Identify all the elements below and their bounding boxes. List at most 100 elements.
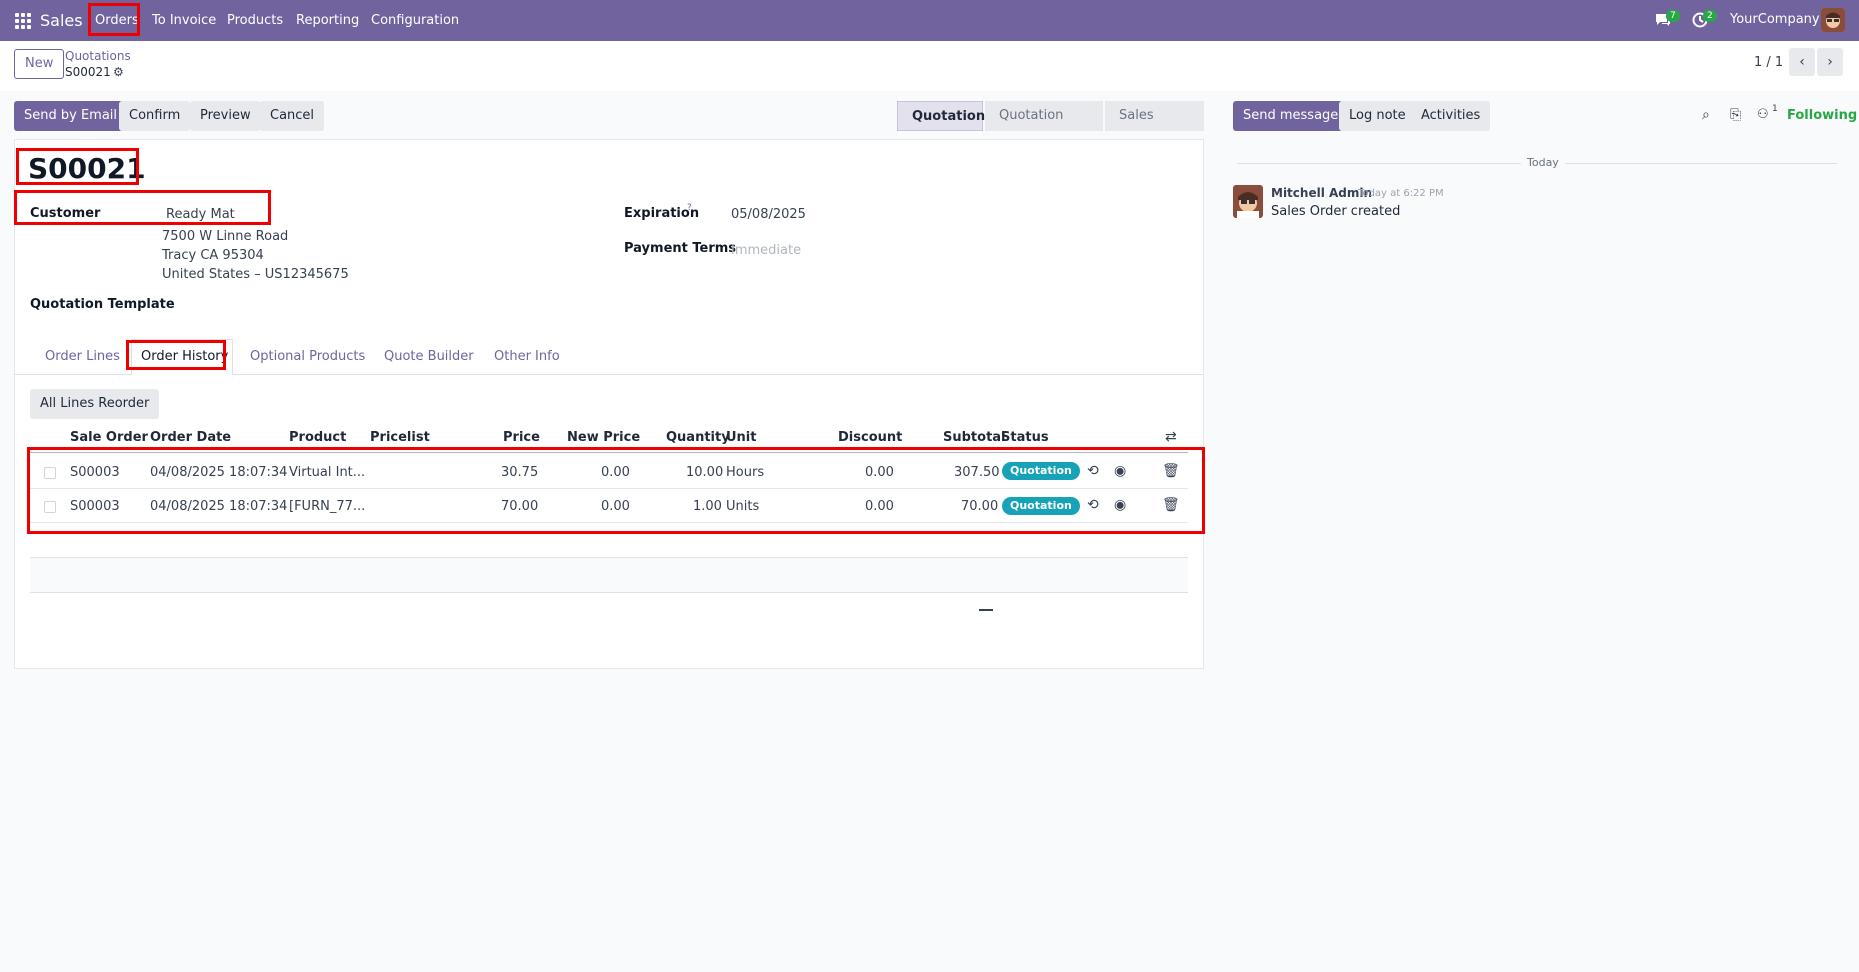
table-row[interactable]: [30, 489, 1188, 523]
row-checkbox[interactable]: [44, 501, 56, 513]
cell-quantity: 10.00: [686, 465, 724, 480]
order-name: S00021: [28, 152, 146, 185]
cell-product: Virtual Int...: [289, 465, 366, 480]
payment-terms-field[interactable]: Immediate: [731, 243, 802, 258]
footer-dash: [979, 609, 993, 611]
address-line-3: United States – US12345675: [162, 267, 349, 282]
optional-columns-icon[interactable]: ⇄: [1165, 429, 1177, 445]
view-icon[interactable]: ◉: [1114, 463, 1127, 479]
tab-other-info[interactable]: Other Info: [494, 349, 560, 364]
followers-count: 1: [1772, 104, 1778, 114]
cell-discount: 0.00: [865, 465, 894, 480]
status-step-sales-order[interactable]: Sales Order: [1105, 101, 1204, 153]
delete-icon[interactable]: 🗑: [1162, 463, 1180, 479]
table-row[interactable]: [30, 455, 1188, 489]
help-icon[interactable]: ?: [687, 203, 692, 213]
pager-value[interactable]: 1 / 1: [1754, 55, 1784, 70]
delete-icon[interactable]: 🗑: [1162, 497, 1180, 513]
tab-order-history[interactable]: Order History: [141, 349, 229, 364]
cell-subtotal: 307.50: [954, 465, 1000, 480]
tab-order-lines[interactable]: Order Lines: [45, 349, 120, 364]
company-switcher[interactable]: YourCompany: [1730, 12, 1820, 27]
cell-unit: Hours: [726, 465, 765, 480]
expiration-field[interactable]: 05/08/2025: [731, 207, 806, 222]
cell-sale-order: S00003: [70, 465, 120, 480]
col-price[interactable]: Price: [503, 430, 540, 445]
cell-product: [FURN_77...: [289, 499, 366, 514]
cell-price: 30.75: [501, 465, 539, 480]
menu-orders[interactable]: Orders: [95, 13, 139, 28]
activities-button[interactable]: Activities: [1411, 101, 1491, 131]
status-badge: Quotation: [1002, 497, 1080, 515]
cell-unit: Units: [726, 499, 760, 514]
reorder-icon[interactable]: ⟲: [1087, 497, 1099, 513]
header-divider: [30, 452, 1188, 453]
following-button[interactable]: Following: [1787, 108, 1858, 123]
breadcrumb-current: S00021: [65, 65, 111, 79]
send-message-button[interactable]: Send message: [1233, 101, 1349, 131]
cell-order-date: 04/08/2025 18:07:34: [150, 499, 288, 514]
activities-badge: 2: [1703, 10, 1717, 22]
confirm-button[interactable]: Confirm: [119, 101, 191, 131]
col-product[interactable]: Product: [289, 430, 347, 445]
menu-to-invoice[interactable]: To Invoice: [152, 13, 217, 28]
chatter-panel: [1222, 91, 1859, 972]
menu-reporting[interactable]: Reporting: [296, 13, 360, 28]
pager-next-icon[interactable]: ›: [1817, 48, 1843, 76]
gear-icon[interactable]: ⚙: [113, 65, 124, 79]
apps-menu-icon[interactable]: [15, 13, 31, 29]
pager-previous-icon[interactable]: ‹: [1789, 48, 1815, 76]
menu-configuration[interactable]: Configuration: [371, 13, 460, 28]
col-subtotal[interactable]: Subtotal: [943, 430, 1006, 445]
all-lines-reorder-button[interactable]: All Lines Reorder: [30, 389, 160, 419]
message-author[interactable]: Mitchell Admin: [1271, 186, 1373, 200]
col-discount[interactable]: Discount: [838, 430, 903, 445]
col-pricelist[interactable]: Pricelist: [370, 430, 430, 445]
view-icon[interactable]: ◉: [1114, 497, 1127, 513]
reorder-icon[interactable]: ⟲: [1087, 463, 1099, 479]
cell-order-date: 04/08/2025 18:07:34: [150, 465, 288, 480]
col-new-price[interactable]: New Price: [567, 430, 641, 445]
col-status[interactable]: Status: [1001, 430, 1049, 445]
message-body: Sales Order created: [1271, 204, 1401, 219]
status-step-quotation-sent[interactable]: Quotation Sent: [985, 101, 1103, 153]
control-panel: New Quotations S00021 ⚙ 1 / 1 ‹ ›: [0, 41, 1859, 91]
payment-terms-label: Payment Terms: [624, 241, 737, 256]
col-order-date[interactable]: Order Date: [150, 430, 232, 445]
customer-label: Customer: [30, 206, 101, 221]
tab-optional-products[interactable]: Optional Products: [250, 349, 366, 364]
message-time: Today at 6:22 PM: [1358, 188, 1444, 199]
send-by-email-button[interactable]: Send by Email: [14, 101, 128, 131]
status-step-quotation[interactable]: Quotation: [897, 101, 985, 131]
preview-button[interactable]: Preview: [190, 101, 261, 131]
log-note-button[interactable]: Log note: [1339, 101, 1416, 131]
date-separator: Today: [1521, 156, 1565, 169]
new-button[interactable]: New: [14, 49, 65, 79]
expiration-label: Expiration: [624, 206, 700, 221]
menu-products[interactable]: Products: [227, 13, 284, 28]
search-icon[interactable]: ⌕: [1702, 107, 1710, 123]
followers-icon[interactable]: ⚇: [1757, 107, 1769, 122]
customer-field[interactable]: Ready Mat: [166, 207, 235, 222]
user-avatar[interactable]: [1821, 8, 1845, 32]
table-footer: [30, 557, 1188, 593]
messages-badge: 7: [1666, 10, 1680, 22]
col-unit[interactable]: Unit: [726, 430, 757, 445]
attachment-icon[interactable]: ⎘: [1730, 107, 1742, 123]
address-line-1: 7500 W Linne Road: [162, 229, 289, 244]
status-badge: Quotation: [1002, 462, 1080, 480]
cancel-button[interactable]: Cancel: [260, 101, 325, 131]
top-navbar: Sales Orders To Invoice Products Reporti…: [0, 0, 1859, 41]
col-sale-order[interactable]: Sale Order: [70, 430, 148, 445]
app-name[interactable]: Sales: [40, 11, 83, 30]
cell-discount: 0.00: [865, 499, 894, 514]
cell-new-price: 0.00: [601, 465, 630, 480]
cell-price: 70.00: [501, 499, 539, 514]
row-checkbox[interactable]: [44, 467, 56, 479]
cell-quantity: 1.00: [693, 499, 722, 514]
breadcrumb-quotations[interactable]: Quotations: [65, 49, 131, 63]
cell-new-price: 0.00: [601, 499, 630, 514]
tab-quote-builder[interactable]: Quote Builder: [384, 349, 474, 364]
cell-sale-order: S00003: [70, 499, 120, 514]
col-quantity[interactable]: Quantity: [666, 430, 730, 445]
